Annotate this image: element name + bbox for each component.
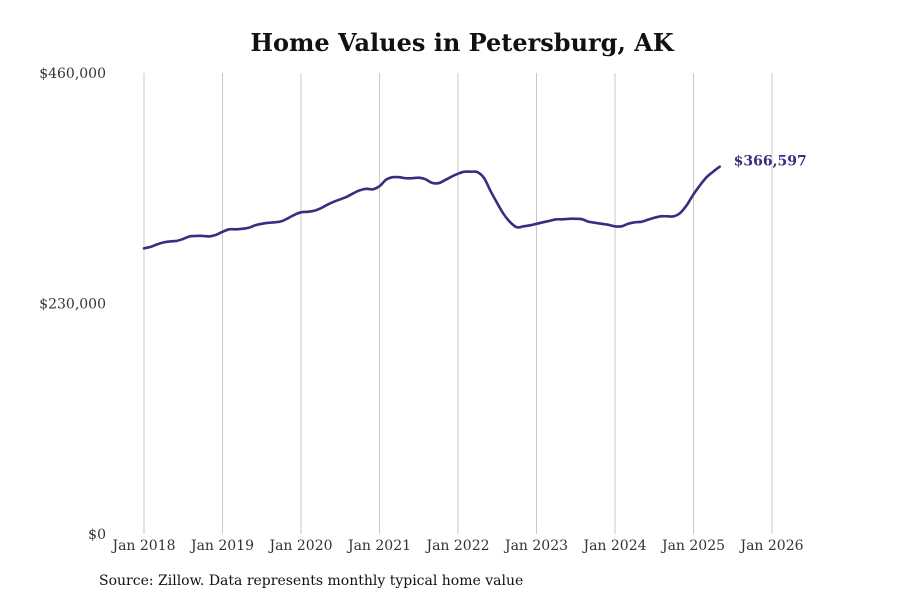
x-tick-label: Jan 2020 <box>267 538 332 554</box>
x-tick-label: Jan 2019 <box>189 538 254 554</box>
x-tick-label: Jan 2022 <box>424 538 489 554</box>
chart-title: Home Values in Petersburg, AK <box>250 28 674 57</box>
series-line <box>142 165 721 250</box>
x-axis-ticks: Jan 2018 Jan 2019 Jan 2020 Jan 2021 Jan 2022… <box>110 538 803 554</box>
x-tick-label: Jan 2023 <box>503 538 568 554</box>
x-tick-label: Jan 2018 <box>110 538 175 554</box>
y-axis-ticks: $0 $230,000 $460,000 <box>39 66 106 543</box>
gridlines <box>143 73 773 534</box>
x-tick-label: Jan 2026 <box>738 538 803 554</box>
y-tick-label: $230,000 <box>39 297 106 313</box>
end-label-layer: $366,597 <box>734 154 807 170</box>
x-tick-label: Jan 2021 <box>346 538 411 554</box>
source-note: Source: Zillow. Data represents monthly … <box>99 573 524 589</box>
end-value-label: $366,597 <box>734 154 807 170</box>
series-layer <box>142 165 721 250</box>
y-tick-label: $0 <box>88 527 106 543</box>
y-tick-label: $460,000 <box>39 66 106 82</box>
x-tick-label: Jan 2024 <box>581 538 646 554</box>
x-tick-label: Jan 2025 <box>660 538 725 554</box>
